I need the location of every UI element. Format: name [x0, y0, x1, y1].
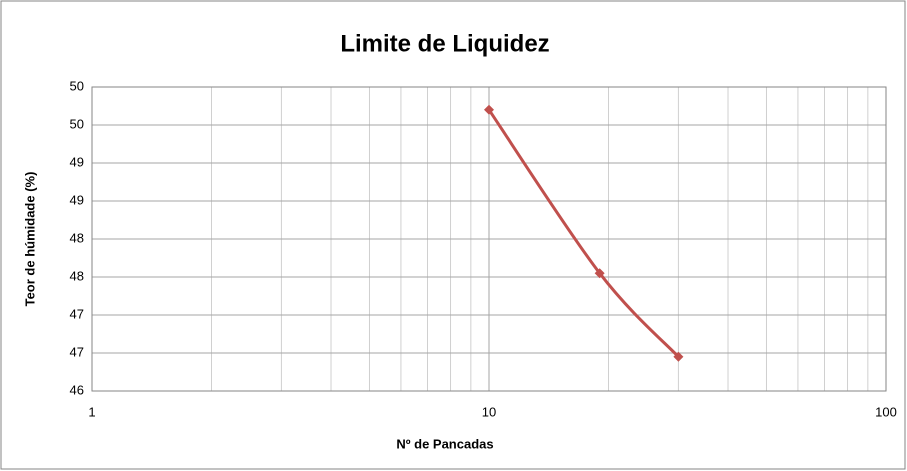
y-tick-label: 47: [70, 344, 84, 359]
line: [487, 108, 680, 358]
y-tick-label: 49: [70, 154, 84, 169]
y-tick-label: 47: [70, 306, 84, 321]
x-tick-label: 10: [482, 404, 496, 419]
plot-frame: [91, 86, 887, 392]
marker: [673, 351, 684, 362]
marker: [484, 104, 494, 115]
y-tick-label: 46: [70, 382, 84, 397]
y-axis-title: Teor de húmidade (%): [22, 172, 37, 307]
x-tick-label: 100: [875, 404, 897, 419]
y-tick-label: 48: [70, 230, 84, 245]
x-tick-label: 1: [88, 404, 95, 419]
x-axis-title: Nº de Pancadas: [396, 436, 493, 451]
chart-title: Limite de Liquidez: [340, 30, 549, 57]
y-tick-label: 49: [70, 192, 84, 207]
y-tick-label: 50: [70, 116, 84, 131]
y-tick-label: 48: [70, 268, 84, 283]
y-tick-label: 50: [70, 78, 84, 93]
marker: [594, 268, 605, 279]
